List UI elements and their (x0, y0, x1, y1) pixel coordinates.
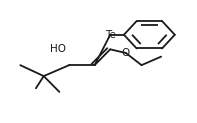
Text: HO: HO (50, 44, 66, 54)
Text: O: O (122, 48, 130, 58)
Text: Te: Te (105, 30, 116, 40)
